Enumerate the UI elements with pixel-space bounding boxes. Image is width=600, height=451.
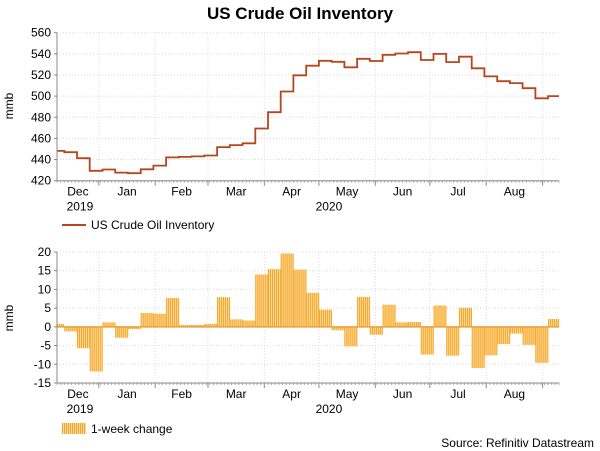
y-tick-label: -15 [34,376,52,390]
change-bar [77,326,91,349]
change-bar [497,326,511,345]
x-year-label: 2020 [316,402,343,416]
change-bar [255,274,269,327]
x-month-label: Aug [504,387,525,401]
x-month-label: Jul [450,387,465,401]
x-month-label: May [336,185,359,199]
y-tick-label: 500 [31,89,51,103]
change-bar [267,269,281,327]
change-bar [344,326,358,347]
change-bar [548,318,560,327]
y-tick-label: 10 [38,282,52,296]
change-bar [357,296,371,327]
x-month-label: Jan [117,185,136,199]
change-bar [484,326,498,356]
legend-bar-swatch [62,423,86,434]
x-month-label: Dec [67,185,88,199]
bottom-plot: -15 -10 -5 0 5 10 15 20 Dec Jan Feb Mar Apr May Jun Jul… [34,245,560,416]
x-month-label: Apr [282,387,301,401]
y-tick-label: -10 [34,357,52,371]
change-bar [446,326,460,356]
y-tick-label: 0 [44,320,51,334]
change-bar [408,321,422,327]
chart-title: US Crude Oil Inventory [207,4,394,23]
x-month-label: Feb [171,387,192,401]
legend-bar-label: 1-week change [91,422,173,436]
x-month-label: Jun [393,387,412,401]
top-plot: 420 440 460 480 500 520 540 560 Dec Jan Feb Mar Apr M… [31,26,560,214]
change-bar [509,326,523,334]
x-month-label: Mar [226,185,247,199]
change-bar [166,298,180,327]
x-year-label: 2020 [316,200,343,214]
y-tick-label: 540 [31,47,51,61]
change-bar [318,309,332,327]
x-month-label: Jun [393,185,412,199]
change-bar [242,320,256,327]
change-bar [115,326,129,338]
change-bar [153,313,167,327]
x-month-label: Apr [282,185,301,199]
change-bar [89,326,103,372]
change-bar [293,269,307,327]
change-bar [433,305,447,327]
y-tick-label: 5 [44,301,51,315]
legend-line-label: US Crude Oil Inventory [91,218,214,232]
change-bar [229,319,243,327]
change-bar [382,304,396,327]
bottom-y-axis-label: mmb [2,304,16,331]
x-month-label: Dec [67,387,88,401]
y-tick-label: 20 [38,245,52,259]
change-bar [369,326,383,335]
y-tick-label: 440 [31,153,51,167]
y-tick-label: 560 [31,26,51,40]
y-tick-label: 520 [31,68,51,82]
y-tick-label: -5 [40,339,51,353]
change-bar [140,313,154,327]
inventory-line [57,51,559,175]
x-month-label: Jan [117,387,136,401]
change-bar [471,326,485,369]
x-month-label: Aug [504,185,525,199]
change-bar [306,292,320,327]
change-bar [420,326,434,355]
x-month-label: May [336,387,359,401]
change-bar-fill [548,318,559,327]
x-year-label: 2019 [67,402,94,416]
change-bar-fill [57,323,65,327]
change-bar [522,326,536,345]
y-tick-label: 460 [31,131,51,145]
change-bar [217,297,231,327]
source-note: Source: Refinitiv Datastream [441,436,594,450]
y-tick-label: 420 [31,174,51,188]
x-month-label: Mar [226,387,247,401]
x-month-label: Jul [450,185,465,199]
change-bar [458,307,472,327]
y-tick-label: 15 [38,264,52,278]
x-month-label: Feb [171,185,192,199]
x-year-label: 2019 [67,200,94,214]
top-y-axis-label: mmb [2,92,16,119]
change-bar [535,326,549,363]
change-bar [280,253,294,327]
y-tick-label: 480 [31,110,51,124]
